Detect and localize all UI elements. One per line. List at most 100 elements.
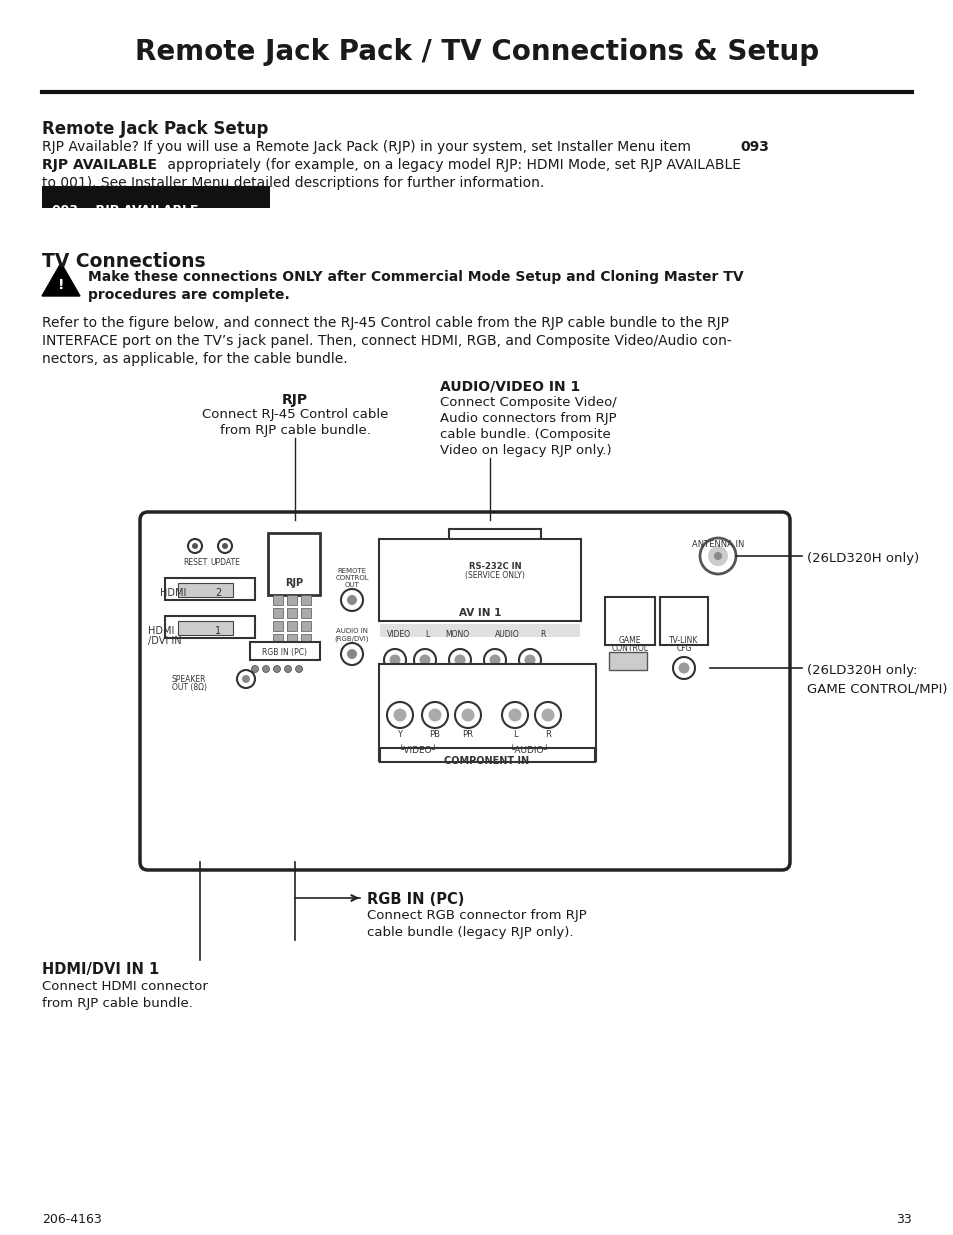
Text: PR: PR — [462, 730, 473, 739]
Bar — [268, 534, 319, 595]
Text: 093: 093 — [740, 140, 768, 154]
Bar — [379, 748, 595, 762]
Circle shape — [466, 584, 471, 589]
Circle shape — [389, 655, 400, 666]
FancyBboxPatch shape — [140, 513, 789, 869]
Circle shape — [192, 543, 198, 550]
Circle shape — [454, 655, 465, 666]
Text: TV-LINK: TV-LINK — [669, 636, 698, 645]
Text: MONO: MONO — [444, 630, 469, 638]
Circle shape — [340, 589, 363, 611]
Text: RS-232C IN: RS-232C IN — [468, 562, 520, 571]
Text: procedures are complete.: procedures are complete. — [88, 288, 290, 303]
Text: appropriately (for example, on a legacy model RJP: HDMI Mode, set RJP AVAILABLE: appropriately (for example, on a legacy … — [163, 158, 740, 172]
Circle shape — [236, 671, 254, 688]
Bar — [287, 621, 296, 631]
Circle shape — [455, 701, 480, 727]
Text: GAME CONTROL/MPI): GAME CONTROL/MPI) — [806, 682, 946, 695]
Text: 33: 33 — [895, 1213, 911, 1226]
Circle shape — [477, 582, 488, 592]
Circle shape — [284, 666, 292, 673]
Text: └VIDEO┘: └VIDEO┘ — [398, 746, 437, 755]
Circle shape — [483, 650, 505, 671]
Bar — [301, 608, 311, 618]
Text: 093    RJP AVAILABLE                    001: 093 RJP AVAILABLE 001 — [52, 204, 312, 217]
Circle shape — [384, 650, 406, 671]
Text: R: R — [539, 630, 545, 638]
Circle shape — [508, 709, 521, 721]
Text: AUDIO/VIDEO IN 1: AUDIO/VIDEO IN 1 — [439, 380, 579, 394]
Text: CFG: CFG — [676, 643, 691, 653]
Circle shape — [242, 676, 250, 683]
Text: RJP Available? If you will use a Remote Jack Pack (RJP) in your system, set Inst: RJP Available? If you will use a Remote … — [42, 140, 695, 154]
Bar — [301, 595, 311, 605]
Bar — [273, 608, 283, 618]
FancyBboxPatch shape — [378, 664, 596, 761]
Circle shape — [492, 582, 501, 592]
Circle shape — [347, 595, 356, 605]
Text: COMPONENT IN: COMPONENT IN — [444, 756, 529, 766]
Bar — [659, 597, 707, 645]
Text: (SERVICE ONLY): (SERVICE ONLY) — [464, 571, 524, 580]
Circle shape — [501, 701, 527, 727]
Text: TV Connections: TV Connections — [42, 252, 206, 270]
Bar — [379, 624, 579, 637]
Text: CONTROL: CONTROL — [611, 643, 648, 653]
Circle shape — [480, 584, 485, 589]
Text: VIDEO: VIDEO — [387, 630, 411, 638]
Text: RGB IN (PC): RGB IN (PC) — [367, 892, 464, 906]
Circle shape — [494, 584, 499, 589]
Text: Make these connections ONLY after Commercial Mode Setup and Cloning Master TV: Make these connections ONLY after Commer… — [88, 270, 742, 284]
Text: 1: 1 — [214, 626, 221, 636]
Text: L: L — [424, 630, 429, 638]
Text: nectors, as applicable, for the cable bundle.: nectors, as applicable, for the cable bu… — [42, 352, 347, 366]
Text: to 001). See Installer Menu detailed descriptions for further information.: to 001). See Installer Menu detailed des… — [42, 177, 543, 190]
Text: (26LD320H only:: (26LD320H only: — [806, 664, 917, 677]
Text: RJP AVAILABLE: RJP AVAILABLE — [42, 158, 157, 172]
Text: cable bundle. (Composite: cable bundle. (Composite — [439, 429, 610, 441]
Text: from RJP cable bundle.: from RJP cable bundle. — [219, 424, 370, 437]
Circle shape — [463, 582, 474, 592]
Text: GAME: GAME — [618, 636, 640, 645]
Text: RGB IN (PC): RGB IN (PC) — [262, 648, 307, 657]
Text: (RGB/DVI): (RGB/DVI) — [335, 635, 369, 641]
Circle shape — [450, 582, 459, 592]
Text: cable bundle (legacy RJP only).: cable bundle (legacy RJP only). — [367, 926, 573, 939]
FancyBboxPatch shape — [449, 529, 540, 571]
Text: R: R — [544, 730, 551, 739]
Text: Remote Jack Pack / TV Connections & Setup: Remote Jack Pack / TV Connections & Setu… — [134, 38, 819, 65]
Text: /DVI IN: /DVI IN — [148, 636, 181, 646]
Text: 2: 2 — [214, 588, 221, 598]
Text: UPDATE: UPDATE — [210, 558, 240, 567]
FancyBboxPatch shape — [378, 538, 580, 621]
Circle shape — [222, 543, 228, 550]
Circle shape — [295, 666, 302, 673]
Circle shape — [393, 709, 406, 721]
Bar — [250, 642, 319, 659]
Circle shape — [428, 709, 441, 721]
Text: OUT (8Ω): OUT (8Ω) — [172, 683, 207, 692]
Circle shape — [672, 657, 695, 679]
Text: Connect RJ-45 Control cable: Connect RJ-45 Control cable — [202, 408, 388, 421]
Text: Connect HDMI connector: Connect HDMI connector — [42, 981, 208, 993]
Bar — [287, 608, 296, 618]
Text: Y: Y — [397, 730, 402, 739]
Text: HDMI: HDMI — [148, 626, 174, 636]
Bar — [301, 621, 311, 631]
FancyBboxPatch shape — [178, 621, 233, 635]
Text: Connect Composite Video/: Connect Composite Video/ — [439, 396, 616, 409]
Circle shape — [340, 643, 363, 664]
Bar — [165, 578, 254, 600]
Text: ANTENNA IN: ANTENNA IN — [691, 540, 743, 550]
Bar — [301, 634, 311, 643]
Circle shape — [252, 666, 258, 673]
Circle shape — [452, 584, 457, 589]
Text: from RJP cable bundle.: from RJP cable bundle. — [42, 997, 193, 1010]
Text: PB: PB — [429, 730, 440, 739]
Text: HDMI/DVI IN 1: HDMI/DVI IN 1 — [42, 962, 159, 977]
Text: L: L — [512, 730, 517, 739]
Bar — [608, 652, 646, 671]
Text: HDMI: HDMI — [160, 588, 186, 598]
Text: AV IN 1: AV IN 1 — [458, 608, 500, 618]
Circle shape — [535, 701, 560, 727]
